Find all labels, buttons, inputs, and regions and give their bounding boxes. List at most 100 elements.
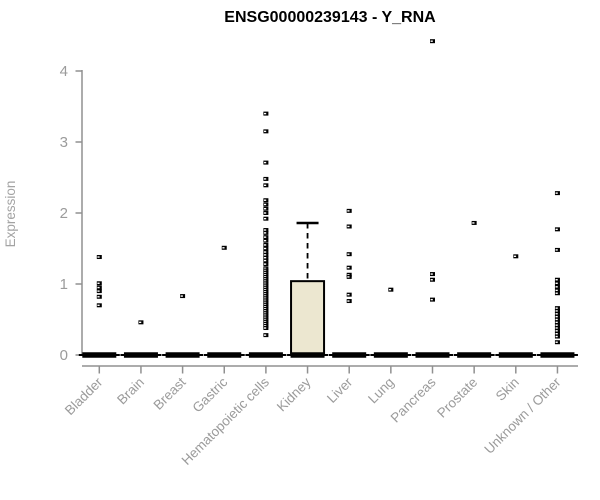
x-tick-label: Kidney (274, 374, 314, 414)
outlier-point-center (555, 321, 558, 324)
x-tick-label: Breast (151, 374, 189, 412)
outlier-point-center (264, 257, 267, 259)
outlier-point-center (264, 318, 267, 321)
outlier-point-center (264, 254, 267, 256)
outlier-point-center (555, 315, 558, 318)
outlier-point-center (347, 300, 350, 302)
y-tick-label: 0 (60, 347, 68, 364)
box-group (453, 220, 495, 358)
outlier-point-center (264, 199, 267, 201)
outlier-point-center (555, 333, 558, 335)
outlier-point-center (264, 293, 267, 295)
outlier-point-center (264, 286, 267, 289)
box-group (162, 294, 204, 358)
outlier-point-center (347, 225, 350, 228)
x-tick-label: Unknown / Other (481, 374, 564, 457)
median-dash (207, 352, 242, 358)
outlier-point-center (97, 256, 100, 258)
outlier-point-center (97, 304, 100, 306)
outlier-point-center (264, 259, 267, 262)
outlier-point-center (264, 232, 267, 234)
y-tick-label: 3 (60, 134, 68, 151)
outlier-point-center (264, 184, 267, 187)
outlier-point-center (97, 286, 100, 289)
outlier-point-center (264, 299, 267, 302)
outlier-point-center (264, 267, 267, 270)
outlier-point-center (264, 297, 267, 299)
outlier-point-center (472, 222, 475, 224)
outlier-point-center (555, 286, 558, 288)
outlier-point-center (555, 341, 558, 343)
outlier-point-center (264, 251, 267, 253)
outlier-point-center (264, 284, 267, 287)
outlier-point-center (264, 247, 267, 250)
outlier-point-center (264, 323, 267, 325)
outlier-point-center (97, 290, 100, 292)
median-dash (123, 352, 158, 358)
outlier-point-center (347, 253, 350, 255)
outlier-point-center (264, 282, 267, 284)
outlier-point-center (264, 288, 267, 291)
x-tick-label: Skin (493, 375, 522, 404)
median-dash (165, 352, 200, 358)
outlier-point-center (347, 293, 350, 296)
box-group (328, 208, 370, 358)
median-dash (498, 352, 533, 358)
outlier-point-center (264, 274, 267, 276)
outlier-point-center (264, 316, 267, 319)
median-dash (82, 352, 117, 358)
outlier-point-center (430, 279, 433, 281)
chart-title: ENSG00000239143 - Y_RNA (224, 9, 436, 26)
outlier-point-center (555, 289, 558, 292)
outlier-point-center (555, 307, 558, 309)
outlier-point-center (347, 274, 350, 276)
outlier-point-center (555, 324, 558, 326)
outlier-point-center (430, 298, 433, 301)
outlier-point-center (430, 40, 433, 42)
y-tick-label: 1 (60, 276, 68, 293)
outlier-point-center (264, 320, 267, 323)
median-dash (332, 352, 367, 358)
outlier-point-center (264, 112, 267, 115)
outlier-point-center (264, 278, 267, 280)
outlier-point-center (430, 273, 433, 275)
outlier-point-center (264, 236, 267, 238)
box-group (203, 245, 245, 358)
x-tick-label: Prostate (434, 375, 480, 421)
outlier-point-center (264, 263, 267, 265)
outlier-point-center (264, 178, 267, 180)
outlier-point-center (97, 282, 100, 284)
outlier-point-center (555, 327, 558, 329)
x-tick-label: Pancreas (388, 374, 439, 425)
outlier-point-center (555, 192, 558, 194)
outlier-point-center (264, 203, 267, 206)
outlier-point-center (264, 212, 267, 214)
outlier-point-center (555, 292, 558, 294)
x-tick-label: Liver (324, 374, 356, 406)
box-group (245, 111, 287, 358)
outlier-point-center (264, 308, 267, 310)
outlier-point-center (264, 310, 267, 312)
outlier-point-center (264, 244, 267, 246)
outlier-point-center (264, 280, 267, 282)
outlier-point-center (264, 271, 267, 274)
outlier-point-center (555, 318, 558, 321)
outlier-point-center (264, 301, 267, 304)
outlier-point-center (264, 303, 267, 306)
median-dash (290, 352, 325, 358)
outlier-point-center (264, 269, 267, 272)
y-tick-label: 2 (60, 205, 68, 222)
outlier-point-center (347, 266, 350, 269)
median-dash (373, 352, 408, 358)
x-tick-label: Brain (114, 375, 147, 408)
outlier-point-center (264, 327, 267, 329)
box-group (120, 320, 162, 358)
outlier-point-center (555, 335, 558, 338)
outlier-point-center (97, 296, 100, 298)
outlier-point-center (555, 249, 558, 251)
outlier-point-center (264, 217, 267, 220)
outlier-point-center (264, 291, 267, 293)
outlier-point-center (555, 313, 558, 315)
x-tick-label: Lung (365, 375, 397, 407)
